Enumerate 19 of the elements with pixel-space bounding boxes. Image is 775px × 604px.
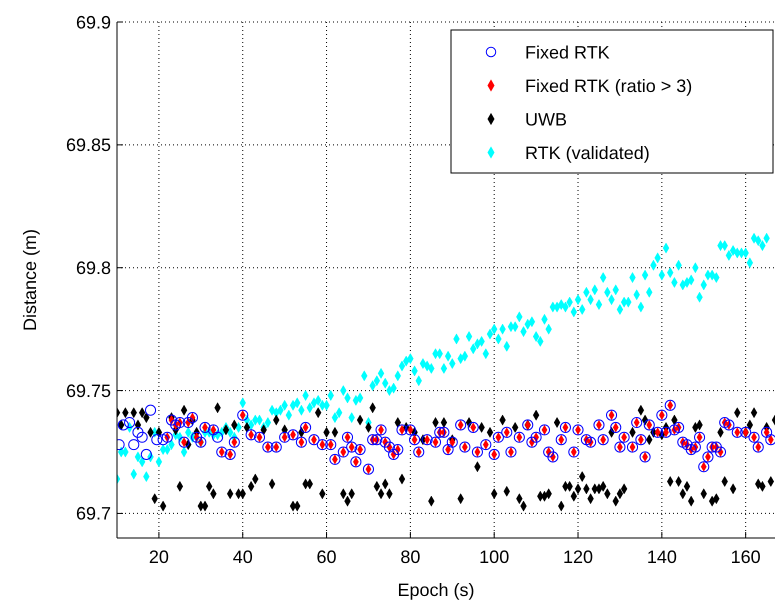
x-tick-label: 20	[148, 547, 169, 567]
x-axis-title: Epoch (s)	[397, 580, 475, 600]
legend-label: UWB	[525, 109, 567, 130]
x-tick-label: 140	[646, 547, 677, 567]
legend-label: Fixed RTK (ratio > 3)	[525, 76, 692, 96]
y-tick-label: 69.9	[76, 12, 111, 32]
x-tick-label: 100	[479, 547, 510, 567]
legend-label: RTK (validated)	[525, 142, 650, 163]
x-tick-label: 80	[400, 547, 420, 567]
x-tick-label: 120	[562, 547, 594, 567]
y-tick-label: 69.85	[66, 135, 111, 156]
x-tick-label: 60	[316, 547, 337, 567]
y-tick-label: 69.8	[76, 258, 111, 278]
y-tick-label: 69.7	[76, 504, 111, 524]
x-tick-label: 40	[232, 547, 253, 567]
y-tick-label: 69.75	[66, 380, 111, 401]
y-axis-title: Distance (m)	[20, 228, 40, 332]
legend-label: Fixed RTK	[525, 42, 610, 62]
x-tick-label: 160	[730, 547, 761, 567]
